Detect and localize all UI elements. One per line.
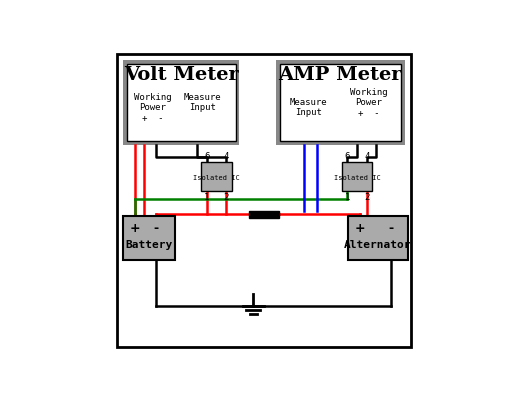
Text: +: +: [355, 222, 365, 235]
Bar: [348, 216, 407, 260]
Text: Measure
Input: Measure Input: [183, 93, 221, 112]
Text: Measure
Input: Measure Input: [289, 98, 327, 118]
Text: +: +: [129, 222, 140, 235]
Bar: [342, 162, 372, 191]
Text: Alternator: Alternator: [344, 239, 411, 250]
Text: Battery: Battery: [126, 239, 173, 250]
Bar: [249, 211, 279, 218]
Text: Volt Meter: Volt Meter: [124, 66, 239, 84]
Text: 2: 2: [224, 193, 229, 202]
Text: Working
Power
+  -: Working Power + -: [133, 93, 171, 123]
Text: 6: 6: [345, 152, 350, 161]
Bar: [280, 64, 401, 141]
Text: AMP Meter: AMP Meter: [279, 66, 402, 84]
Text: 1: 1: [345, 193, 350, 202]
Bar: [123, 216, 175, 260]
Text: Working
Power
+  -: Working Power + -: [350, 88, 387, 118]
Text: -: -: [153, 222, 158, 235]
Text: 2: 2: [364, 193, 370, 202]
Text: 4: 4: [364, 152, 370, 161]
Text: 4: 4: [224, 152, 229, 161]
Text: 1: 1: [204, 193, 210, 202]
Bar: [276, 60, 405, 145]
Bar: [201, 162, 232, 191]
Text: Isolated IC: Isolated IC: [193, 175, 240, 181]
Text: -: -: [388, 222, 393, 235]
Bar: [127, 64, 235, 141]
Text: 6: 6: [204, 152, 210, 161]
Text: Isolated IC: Isolated IC: [334, 175, 381, 181]
Bar: [123, 60, 239, 145]
